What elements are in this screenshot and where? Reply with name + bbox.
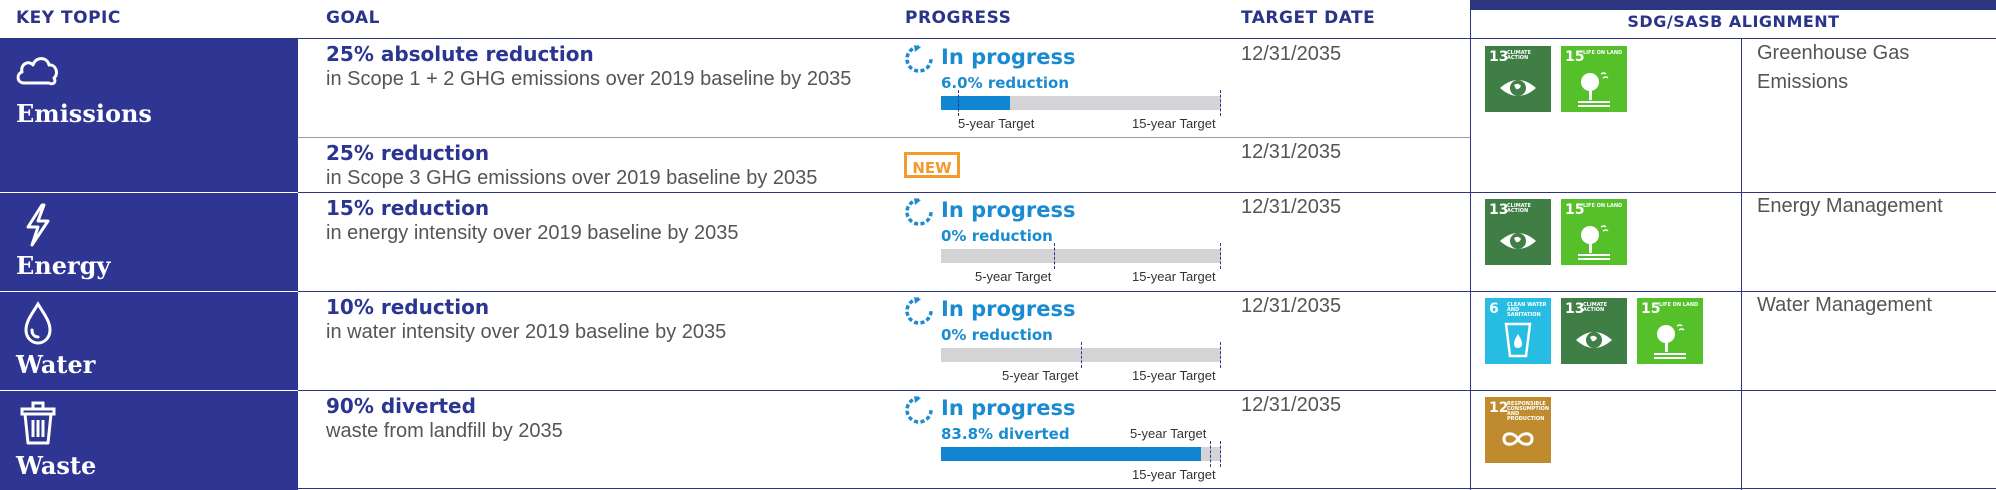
progress-bar <box>941 441 1221 467</box>
eye-earth-icon <box>1576 332 1612 348</box>
water-drop-icon <box>24 301 52 345</box>
refresh-icon <box>905 198 933 226</box>
fifteen-year-target-label: 15-year Target <box>1132 269 1216 284</box>
topic-emissions: Emissions <box>0 39 298 192</box>
goal-title: 25% absolute reduction <box>326 42 594 66</box>
progress-bar <box>941 342 1221 368</box>
fifteen-year-tick <box>1220 441 1221 467</box>
fifteen-year-tick <box>1220 342 1221 368</box>
fifteen-year-target-label: 15-year Target <box>1132 467 1216 482</box>
row-divider <box>298 488 1996 489</box>
trash-icon <box>20 401 56 445</box>
topic-water: Water <box>0 292 298 390</box>
header-sdg-alignment: SDG/SASB ALIGNMENT <box>1627 12 1840 31</box>
five-year-tick <box>958 90 959 116</box>
target-date: 12/31/2035 <box>1241 295 1342 317</box>
progress-value: 6.0% reduction <box>941 74 1069 92</box>
fifteen-year-tick <box>1220 90 1221 116</box>
header-goal: GOAL <box>326 8 380 28</box>
fifteen-year-target-label: 15-year Target <box>1132 368 1216 383</box>
progress-status: In progress <box>941 45 1076 69</box>
goal-description: waste from landfill by 2035 <box>326 420 563 442</box>
sdg-13-tile: 13 CLIMATE ACTION <box>1485 199 1551 265</box>
refresh-icon <box>905 45 933 73</box>
sdg-13-tile: 13 CLIMATE ACTION <box>1485 46 1551 112</box>
progress-status: In progress <box>941 198 1076 222</box>
eye-earth-icon <box>1500 80 1536 96</box>
five-year-tick <box>1081 342 1082 368</box>
sdg-13-tile: 13 CLIMATE ACTION <box>1561 298 1627 364</box>
fifteen-year-target-label: 15-year Target <box>1132 116 1216 131</box>
refresh-icon <box>905 297 933 325</box>
sdg-left-border <box>1470 0 1471 490</box>
progress-bar-fill <box>941 447 1201 461</box>
progress-value: 0% reduction <box>941 227 1053 245</box>
progress-value: 83.8% diverted <box>941 425 1070 443</box>
new-badge: NEW <box>904 152 960 178</box>
tree-icon <box>1654 324 1686 359</box>
cloud-icon <box>16 57 58 86</box>
topic-label-waste: Waste <box>16 451 97 480</box>
row-divider <box>298 192 1996 193</box>
topic-label-emissions: Emissions <box>16 99 152 128</box>
goal-description: in water intensity over 2019 baseline by… <box>326 321 727 343</box>
row-divider <box>298 390 1996 391</box>
header-progress: PROGRESS <box>905 8 1012 28</box>
sasb-topic: Energy Management <box>1757 195 1943 217</box>
header-target-date: TARGET DATE <box>1241 8 1376 28</box>
goal-description: in Scope 1 + 2 GHG emissions over 2019 b… <box>326 68 852 90</box>
five-year-target-label: 5-year Target <box>958 116 1035 131</box>
topic-waste: Waste <box>0 391 298 490</box>
sdg-12-tile: 12 RESPONSIBLE CONSUMPTION AND PRODUCTION <box>1485 397 1551 463</box>
row-divider <box>298 291 1996 292</box>
goal-title: 10% reduction <box>326 295 490 319</box>
header-divider <box>0 38 1996 39</box>
progress-status: In progress <box>941 297 1076 321</box>
goal-title: 15% reduction <box>326 196 490 220</box>
goal-description: in Scope 3 GHG emissions over 2019 basel… <box>326 167 818 189</box>
eye-earth-icon <box>1500 233 1536 249</box>
target-date: 12/31/2035 <box>1241 141 1342 163</box>
fifteen-year-tick <box>1220 243 1221 269</box>
sdg-15-tile: 15 LIFE ON LAND <box>1637 298 1703 364</box>
infinity-icon <box>1502 432 1534 446</box>
target-date: 12/31/2035 <box>1241 196 1342 218</box>
progress-value: 0% reduction <box>941 326 1053 344</box>
topic-label-water: Water <box>16 350 96 379</box>
sasb-topic: Water Management <box>1757 294 1932 316</box>
target-date: 12/31/2035 <box>1241 394 1342 416</box>
goal-description: in energy intensity over 2019 baseline b… <box>326 222 739 244</box>
row-divider <box>298 137 1471 138</box>
sdg-15-tile: 15 LIFE ON LAND <box>1561 46 1627 112</box>
five-year-target-label: 5-year Target <box>1130 426 1207 441</box>
five-year-tick <box>1210 441 1211 467</box>
tree-icon <box>1578 72 1610 107</box>
header-key-topic: KEY TOPIC <box>16 8 121 28</box>
tree-icon <box>1578 225 1610 260</box>
target-date: 12/31/2035 <box>1241 43 1342 65</box>
sasb-topic: Greenhouse Gas Emissions <box>1757 42 1910 93</box>
progress-bar-fill <box>941 96 1010 110</box>
sasb-divider <box>1741 38 1742 490</box>
lightning-icon <box>26 203 50 247</box>
water-glass-icon <box>1504 322 1532 358</box>
topic-energy: Energy <box>0 193 298 291</box>
sdg-header-bar <box>1471 0 1996 10</box>
five-year-target-label: 5-year Target <box>1002 368 1079 383</box>
five-year-tick <box>1054 243 1055 269</box>
goal-title: 25% reduction <box>326 141 490 165</box>
progress-bar <box>941 243 1221 269</box>
sdg-6-tile: 6 CLEAN WATER AND SANITATION <box>1485 298 1551 364</box>
refresh-icon <box>905 396 933 424</box>
sdg-15-tile: 15 LIFE ON LAND <box>1561 199 1627 265</box>
goal-title: 90% diverted <box>326 394 476 418</box>
topic-label-energy: Energy <box>16 251 111 280</box>
progress-status: In progress <box>941 396 1076 420</box>
progress-bar <box>941 90 1221 116</box>
five-year-target-label: 5-year Target <box>975 269 1052 284</box>
